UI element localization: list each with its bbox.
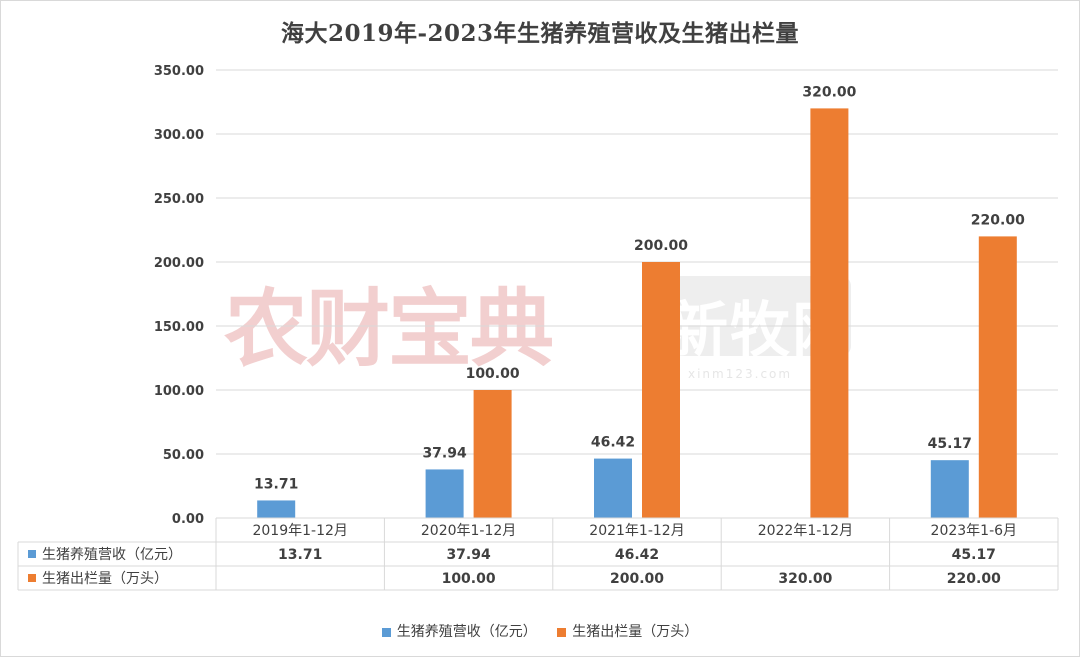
data-label: 45.17 <box>928 436 972 452</box>
bar-series1 <box>425 469 464 518</box>
y-tick-label: 250.00 <box>154 192 204 207</box>
table-legend-swatch <box>28 550 36 558</box>
data-label: 320.00 <box>802 84 856 100</box>
legend-label-series1: 生猪养殖营收（亿元） <box>396 624 537 640</box>
legend-item-series2: 生猪出栏量（万头） <box>557 621 698 641</box>
table-cell: 46.42 <box>615 547 659 563</box>
bar-series2 <box>642 262 680 518</box>
bar-series2 <box>978 236 1017 518</box>
data-label: 100.00 <box>466 366 520 382</box>
table-cell: 220.00 <box>947 571 1001 587</box>
data-label: 200.00 <box>634 238 688 254</box>
table-row-label: 生猪养殖营收（亿元） <box>42 546 182 563</box>
data-label: 46.42 <box>591 435 635 451</box>
bar-series2 <box>473 390 512 518</box>
bar-series1 <box>930 460 969 518</box>
x-tick-label: 2022年1-12月 <box>758 523 853 539</box>
table-cell: 200.00 <box>610 571 664 587</box>
x-tick-label: 2023年1-6月 <box>931 523 1018 539</box>
bar-series2 <box>810 108 849 519</box>
legend-swatch-series1 <box>381 627 391 637</box>
table-cell: 13.71 <box>278 547 322 563</box>
table-cell: 320.00 <box>778 571 832 587</box>
data-label: 13.71 <box>254 476 298 492</box>
table-legend-swatch <box>28 574 36 582</box>
y-tick-label: 200.00 <box>154 256 204 271</box>
table-cell: 45.17 <box>952 547 996 563</box>
table-row-label: 生猪出栏量（万头） <box>42 571 168 587</box>
legend-swatch-series2 <box>557 627 567 637</box>
table-cell: 37.94 <box>446 547 491 563</box>
x-tick-label: 2020年1-12月 <box>421 523 516 539</box>
bar-series1 <box>594 458 632 518</box>
chart-title: 海大2019年-2023年生猪养殖营收及生猪出栏量 <box>280 20 800 47</box>
y-tick-label: 150.00 <box>154 320 204 335</box>
x-tick-label: 2019年1-12月 <box>252 523 347 539</box>
data-label: 37.94 <box>422 445 467 461</box>
table-cell: 100.00 <box>442 571 496 587</box>
y-tick-label: 300.00 <box>154 128 204 143</box>
bar-series1 <box>257 500 296 518</box>
legend-item-series1: 生猪养殖营收（亿元） <box>381 621 537 641</box>
x-tick-label: 2021年1-12月 <box>589 523 684 539</box>
legend: 生猪养殖营收（亿元） 生猪出栏量（万头） <box>0 621 1080 641</box>
y-tick-label: 50.00 <box>163 448 204 463</box>
legend-label-series2: 生猪出栏量（万头） <box>572 624 699 640</box>
data-label: 220.00 <box>971 212 1025 228</box>
y-tick-label: 0.00 <box>172 512 204 527</box>
y-tick-label: 350.00 <box>154 64 204 79</box>
y-tick-label: 100.00 <box>154 384 204 399</box>
